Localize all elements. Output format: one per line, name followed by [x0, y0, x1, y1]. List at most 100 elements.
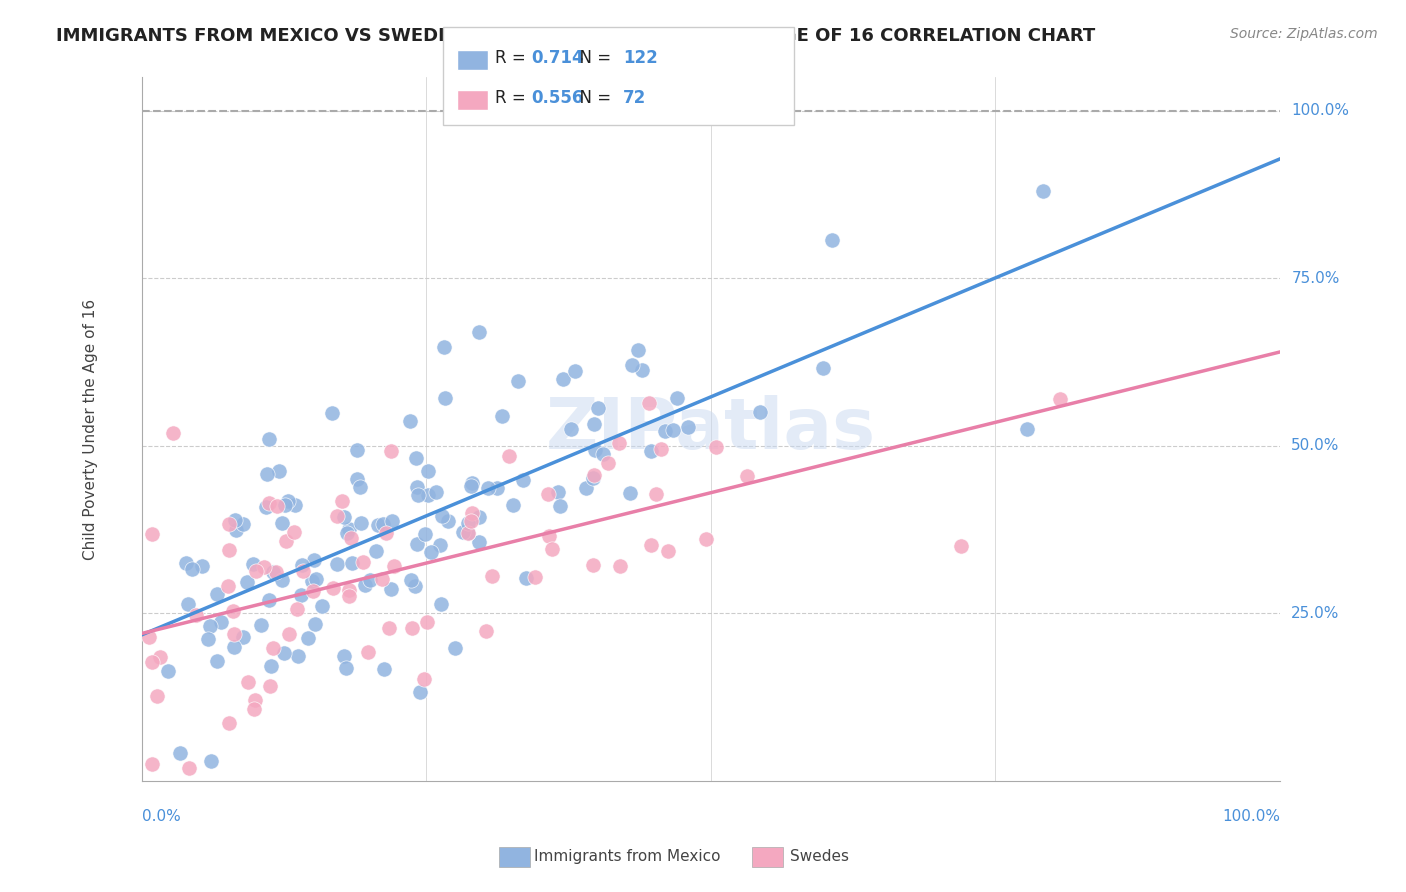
Point — [177, 761, 200, 775]
Point — [266, 499, 288, 513]
Point — [508, 374, 530, 388]
Point — [322, 581, 344, 595]
Point — [353, 578, 375, 592]
Text: Source: ZipAtlas.com: Source: ZipAtlas.com — [1230, 27, 1378, 41]
Point — [1049, 392, 1071, 406]
Point — [350, 516, 373, 530]
Point — [429, 538, 451, 552]
Point — [502, 498, 524, 512]
Point — [149, 650, 172, 665]
Point — [657, 544, 679, 558]
Point — [326, 557, 349, 571]
Point — [291, 564, 314, 578]
Point — [748, 404, 770, 418]
Text: N =: N = — [569, 49, 617, 67]
Point — [512, 473, 534, 487]
Point — [259, 679, 281, 693]
Text: ZIPatlas: ZIPatlas — [546, 395, 876, 464]
Point — [416, 464, 439, 478]
Text: 50.0%: 50.0% — [1291, 439, 1340, 453]
Point — [399, 573, 422, 587]
Point — [262, 566, 284, 580]
Point — [373, 662, 395, 676]
Point — [339, 532, 361, 546]
Point — [404, 579, 426, 593]
Point — [138, 630, 160, 644]
Point — [141, 756, 163, 771]
Point — [592, 447, 614, 461]
Point — [181, 562, 204, 576]
Point — [419, 544, 441, 558]
Point — [301, 574, 323, 589]
Point — [366, 543, 388, 558]
Point — [333, 510, 356, 524]
Point — [547, 485, 569, 500]
Point — [302, 583, 325, 598]
Point — [232, 516, 254, 531]
Text: 122: 122 — [623, 49, 658, 67]
Point — [371, 572, 394, 586]
Text: 0.714: 0.714 — [531, 49, 583, 67]
Point — [337, 523, 360, 537]
Point — [433, 391, 456, 405]
Point — [367, 518, 389, 533]
Point — [405, 450, 427, 465]
Point — [485, 481, 508, 495]
Point — [352, 555, 374, 569]
Point — [457, 526, 479, 541]
Point — [575, 481, 598, 495]
Point — [333, 649, 356, 664]
Point — [198, 619, 221, 633]
Point — [243, 702, 266, 716]
Text: 72: 72 — [623, 89, 647, 107]
Point — [813, 361, 835, 376]
Point — [481, 568, 503, 582]
Point — [278, 626, 301, 640]
Point — [245, 692, 267, 706]
Point — [335, 661, 357, 675]
Point — [430, 508, 453, 523]
Point — [665, 391, 688, 405]
Point — [373, 517, 395, 532]
Point — [285, 602, 308, 616]
Point — [676, 419, 699, 434]
Point — [162, 426, 184, 441]
Point — [378, 621, 401, 635]
Point — [582, 417, 605, 431]
Point — [259, 496, 281, 510]
Point — [583, 442, 606, 457]
Point — [381, 515, 404, 529]
Point — [409, 685, 432, 699]
Point — [346, 442, 368, 457]
Point — [598, 456, 620, 470]
Point — [197, 632, 219, 646]
Point — [461, 476, 484, 491]
Point — [326, 509, 349, 524]
Point — [222, 627, 245, 641]
Point — [337, 583, 360, 598]
Point — [406, 537, 429, 551]
Point — [564, 363, 586, 377]
Point — [538, 529, 561, 543]
Point — [222, 640, 245, 654]
Point — [498, 449, 520, 463]
Point — [398, 414, 420, 428]
Point — [336, 526, 359, 541]
Point — [609, 559, 631, 574]
Point — [176, 557, 198, 571]
Point — [267, 464, 290, 478]
Point — [375, 526, 398, 541]
Point — [425, 485, 447, 500]
Point — [270, 574, 292, 588]
Point — [169, 746, 191, 760]
Point — [1032, 185, 1054, 199]
Point — [264, 566, 287, 580]
Point — [695, 533, 717, 547]
Point — [205, 587, 228, 601]
Point — [412, 672, 434, 686]
Point — [406, 488, 429, 502]
Point — [257, 432, 280, 446]
Point — [141, 655, 163, 669]
Point — [236, 674, 259, 689]
Point — [630, 363, 652, 377]
